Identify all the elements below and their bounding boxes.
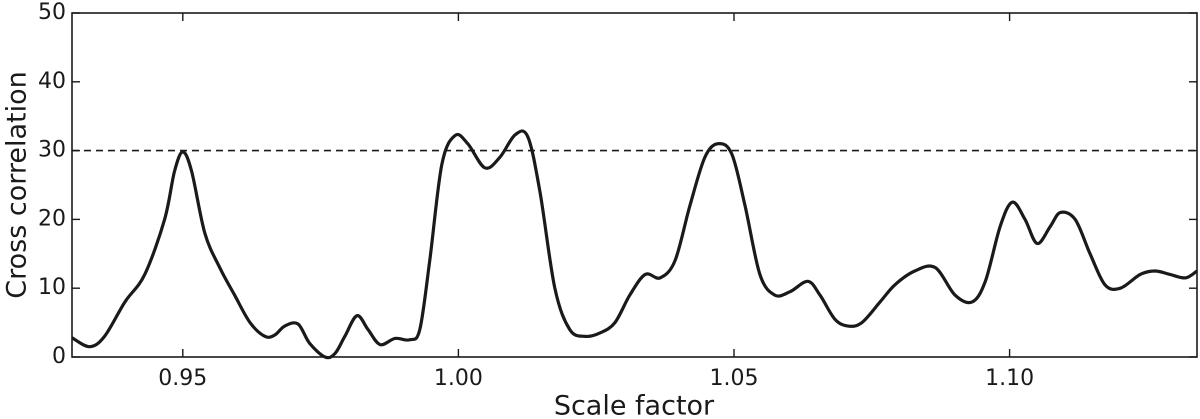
y-tick-label: 10 <box>38 275 66 300</box>
y-axis-label: Cross correlation <box>2 71 33 298</box>
y-tick-label: 30 <box>38 138 66 163</box>
y-tick-label: 0 <box>52 344 66 369</box>
x-tick-label: 1.10 <box>985 366 1034 391</box>
x-tick-label: 1.00 <box>434 366 483 391</box>
data-line <box>71 129 1198 360</box>
y-tick-label: 40 <box>38 69 66 94</box>
x-tick-label: 1.05 <box>709 366 758 391</box>
x-tick-label: 0.95 <box>158 366 207 391</box>
y-tick-label: 20 <box>38 206 66 231</box>
plot-frame <box>71 12 1198 358</box>
y-tick-label: 50 <box>38 0 66 25</box>
x-axis-label: Scale factor <box>554 391 715 419</box>
